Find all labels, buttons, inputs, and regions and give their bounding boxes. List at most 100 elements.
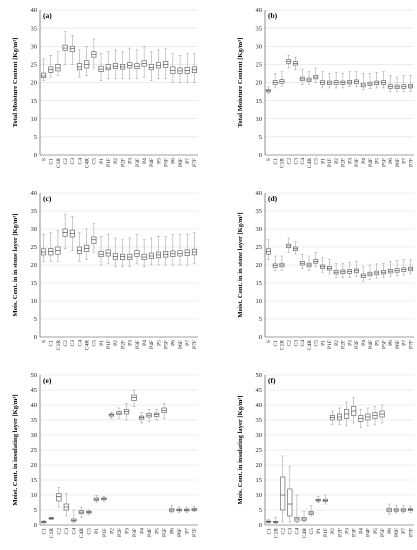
panel-a-category-label: P7F: [192, 158, 198, 167]
panel-b-category-label: C1R: [280, 158, 286, 169]
panel-c-category-label: P2: [113, 340, 119, 346]
panel-b-ytick-label: 15: [256, 98, 263, 105]
panel-c-category-label: C2: [63, 340, 69, 347]
panel-e-category-label: C3: [64, 528, 70, 535]
panel-e-category-label: P4F: [147, 528, 153, 537]
panel-b-category-label: P1F: [327, 158, 333, 167]
panel-e-label: (e): [43, 376, 52, 385]
panel-d-category-label: P7: [402, 340, 408, 346]
panel-b-category-label: P5: [375, 158, 381, 164]
panel-c-ytick-label: 5: [34, 316, 37, 323]
panel-b-category-label: S: [266, 158, 272, 161]
panel-e-category-label: P6: [169, 528, 175, 534]
panel-a-category-label: P5F: [163, 158, 169, 167]
panel-c-category-label: P7: [185, 340, 191, 346]
panel-f-ytick-label: 35: [256, 417, 263, 424]
panel-e-category-label: P6F: [177, 528, 183, 537]
panel-f-category-label: P7: [401, 528, 407, 534]
panel-c-ytick-label: 10: [31, 298, 38, 305]
panel-d-category-label: C1R: [280, 340, 286, 351]
panel-f-category-label: P4F: [366, 528, 372, 537]
panel-e-category-label: P2F: [117, 528, 123, 537]
panel-b-category-label: C4: [300, 158, 306, 165]
panel-b-category-label: P2: [334, 158, 340, 164]
panel-c-category-label: P5F: [163, 340, 169, 349]
panel-a-category-label: C1R: [56, 158, 62, 169]
panel-e-ytick-label: 0: [34, 522, 37, 529]
panel-f-category-label: P7F: [408, 528, 414, 537]
panel-d-ytick-label: 30: [256, 226, 263, 233]
panel-a-ytick-label: 10: [31, 116, 38, 123]
panel-b-ytick-label: 35: [256, 25, 263, 32]
panel-c-category-label: P1: [99, 340, 105, 346]
panel-d-category-label: P2: [334, 340, 340, 346]
panel-a-category-label: P6: [171, 158, 177, 164]
panel-f-ytick-label: 25: [256, 447, 263, 454]
panel-c-box-C5: [91, 236, 97, 244]
panel-c-ytick-label: 35: [31, 208, 38, 215]
panel-e-category-label: P4: [139, 528, 145, 534]
panel-a-box-P1F: [105, 64, 111, 71]
panel-f-category-label: C4R: [302, 528, 308, 539]
panel-d-category-label: P5: [375, 340, 381, 346]
panel-c-category-label: P3F: [135, 340, 141, 349]
panel-f-category-label: C1: [266, 528, 272, 535]
panel-a-category-label: P3F: [135, 158, 141, 167]
panel-d-category-label: P7F: [408, 340, 414, 349]
panel-c-ytick-label: 20: [31, 262, 38, 269]
panel-b-category-label: P4: [361, 158, 367, 164]
panel-c-category-label: S: [41, 340, 47, 343]
panel-a-ytick-label: 20: [31, 80, 38, 87]
panel-c-ytick-label: 30: [31, 226, 38, 233]
panel-e-category-label: P5F: [162, 528, 168, 537]
panel-b-category-label: P5F: [381, 158, 387, 167]
panel-f-category-label: P2F: [337, 528, 343, 537]
panel-a-ytick-label: 30: [31, 43, 38, 50]
panel-b-category-label: C3: [293, 158, 299, 165]
panel-a-category-label: P4F: [149, 158, 155, 167]
panel-e-category-label: C5: [87, 528, 93, 535]
panel-c-ytick-label: 40: [31, 190, 38, 197]
panel-d-category-label: C3: [293, 340, 299, 347]
panel-a-category-label: P3: [128, 158, 134, 164]
panel-a-box-P6: [170, 66, 176, 74]
panel-c-category-label: P4: [142, 340, 148, 346]
panel-b-category-label: P7: [402, 158, 408, 164]
panel-b-category-label: P1: [320, 158, 326, 164]
panel-a-ytick-label: 0: [34, 152, 37, 159]
panel-e-box-C2: [56, 493, 62, 502]
panel-b-label: (b): [268, 11, 278, 20]
panel-a-label: (a): [43, 11, 52, 20]
panel-e-category-label: C1R: [49, 528, 55, 539]
panel-f-ytick-label: 15: [256, 477, 263, 484]
panel-b-ytick-label: 0: [259, 152, 262, 159]
panel-b-category-label: C5: [314, 158, 320, 165]
panel-d-category-label: P6: [388, 340, 394, 346]
panel-a-ytick-label: 15: [31, 98, 38, 105]
panel-b-ytick-label: 40: [256, 7, 263, 14]
panel-c-category-label: C4R: [84, 340, 90, 351]
panel-c-category-label: C1: [49, 340, 55, 347]
panel-a-category-label: P7: [185, 158, 191, 164]
panel-a-ytick-label: 35: [31, 25, 38, 32]
panel-d-category-label: S: [266, 340, 272, 343]
panel-d-category-label: P6F: [395, 340, 401, 349]
panel-d-ylabel: Moist. Cont. in in stone layer [Kg/m³]: [237, 212, 244, 317]
panel-c-ytick-label: 0: [34, 334, 37, 341]
panel-a-category-label: P2: [113, 158, 119, 164]
panel-e-ytick-label: 45: [31, 387, 38, 394]
panel-b-ytick-label: 25: [256, 62, 263, 69]
panel-e-ytick-label: 35: [31, 417, 38, 424]
panel-c-category-label: P2F: [120, 340, 126, 349]
panel-b-ytick-label: 5: [259, 134, 262, 141]
panel-e-category-label: P1F: [102, 528, 108, 537]
panel-f-category-label: P3F: [351, 528, 357, 537]
panel-f-category-label: C3: [288, 528, 294, 535]
panel-c-category-label: C1R: [56, 340, 62, 351]
panel-e-ytick-label: 50: [31, 372, 38, 379]
panel-c-category-label: P1F: [106, 340, 112, 349]
panel-f-category-label: P1: [316, 528, 322, 534]
panel-d-category-label: C5: [314, 340, 320, 347]
panel-e-ytick-label: 20: [31, 462, 38, 469]
panel-d-category-label: C2: [287, 340, 293, 347]
